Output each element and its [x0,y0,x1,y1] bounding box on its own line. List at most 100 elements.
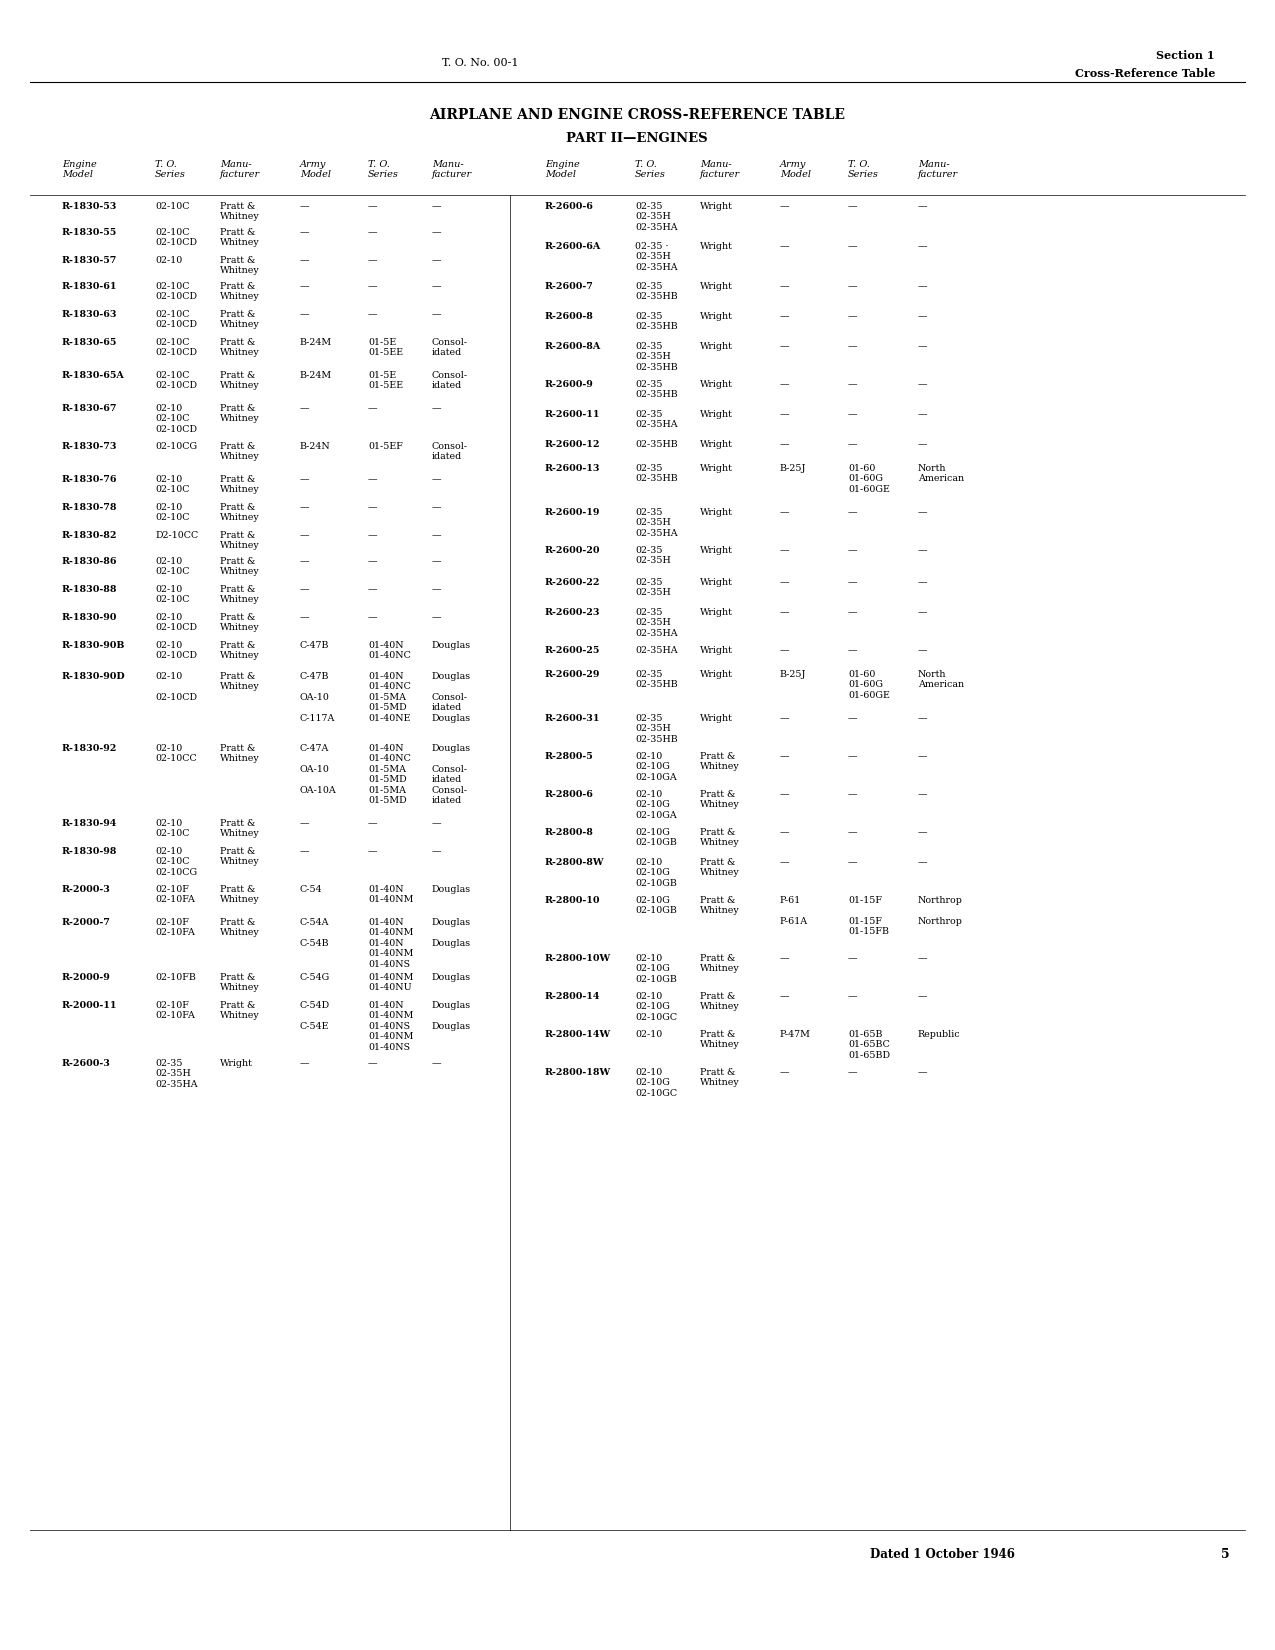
Text: —: — [848,312,858,322]
Text: 02-10

02-10CD: 02-10 02-10CD [156,672,198,701]
Text: R-2600-19: R-2600-19 [544,508,601,516]
Text: —: — [300,846,310,856]
Text: —: — [368,282,377,290]
Text: Pratt &
Whitney: Pratt & Whitney [221,818,260,838]
Text: 02-10
02-10G
02-10GC: 02-10 02-10G 02-10GC [635,992,677,1021]
Text: —: — [848,380,858,389]
Text: 01-40N
01-40NM
01-40N
01-40NM
01-40NS: 01-40N 01-40NM 01-40N 01-40NM 01-40NS [368,917,413,969]
Text: —: — [432,503,441,512]
Text: 01-65B
01-65BC
01-65BD: 01-65B 01-65BC 01-65BD [848,1030,890,1059]
Text: R-2800-8W: R-2800-8W [544,858,604,866]
Text: AIRPLANE AND ENGINE CROSS-REFERENCE TABLE: AIRPLANE AND ENGINE CROSS-REFERENCE TABL… [428,107,845,122]
Text: Pratt &
Whitney: Pratt & Whitney [221,640,260,660]
Text: C-54D

C-54E: C-54D C-54E [300,1002,330,1031]
Text: 01-5E
01-5EE: 01-5E 01-5EE [368,338,403,358]
Text: —: — [432,558,441,566]
Text: Pratt &
Whitney: Pratt & Whitney [221,744,260,764]
Text: —: — [848,201,858,211]
Text: —: — [300,256,310,266]
Text: —: — [848,409,858,419]
Text: 01-40N
01-40NC: 01-40N 01-40NC [368,640,411,660]
Text: —: — [300,282,310,290]
Text: R-2000-11: R-2000-11 [62,1002,117,1010]
Text: Pratt &
Whitney: Pratt & Whitney [221,846,260,866]
Text: R-2600-11: R-2600-11 [544,409,601,419]
Text: Pratt &
Whitney: Pratt & Whitney [221,256,260,276]
Text: R-1830-94: R-1830-94 [62,818,117,828]
Text: R-2800-8: R-2800-8 [544,828,594,837]
Text: B-25J: B-25J [780,670,807,680]
Text: Pratt &
Whitney: Pratt & Whitney [700,858,739,878]
Text: —: — [368,1059,377,1068]
Text: Pratt &
Whitney: Pratt & Whitney [221,614,260,632]
Text: Army
Model: Army Model [300,160,332,180]
Text: —: — [918,201,927,211]
Text: R-1830-90: R-1830-90 [62,614,117,622]
Text: 02-10CG: 02-10CG [156,442,198,450]
Text: Wright: Wright [700,670,733,680]
Text: 02-35
02-35HB: 02-35 02-35HB [635,670,678,690]
Text: —: — [300,558,310,566]
Text: —: — [848,243,858,251]
Text: Pratt &
Whitney: Pratt & Whitney [700,752,739,772]
Text: 02-10
02-10CD: 02-10 02-10CD [156,640,198,660]
Text: 5: 5 [1221,1548,1230,1561]
Text: 02-35 ·
02-35H
02-35HA: 02-35 · 02-35H 02-35HA [635,243,677,272]
Text: 02-35HB: 02-35HB [635,441,678,449]
Text: —: — [780,1068,789,1077]
Text: 01-40N
01-40NC
01-5MA
01-5MD
01-40NE: 01-40N 01-40NC 01-5MA 01-5MD 01-40NE [368,672,411,723]
Text: 02-10
02-10CD: 02-10 02-10CD [156,614,198,632]
Text: R-2800-14: R-2800-14 [544,992,601,1002]
Text: R-1830-67: R-1830-67 [62,404,117,412]
Text: —: — [848,954,858,964]
Text: —: — [918,342,927,351]
Text: 02-10C
02-10CD: 02-10C 02-10CD [156,282,198,302]
Text: 02-10C
02-10CD: 02-10C 02-10CD [156,371,198,391]
Text: —: — [918,647,927,655]
Text: —: — [368,818,377,828]
Text: Consol-
idated: Consol- idated [432,338,468,358]
Text: 02-10
02-10C
02-10CD: 02-10 02-10C 02-10CD [156,404,198,434]
Text: 02-10
02-10G
02-10GB: 02-10 02-10G 02-10GB [635,858,677,888]
Text: R-1830-63: R-1830-63 [62,310,117,318]
Text: Douglas

Consol-
idated
Consol-
idated: Douglas Consol- idated Consol- idated [432,744,472,805]
Text: P-61

P-61A: P-61 P-61A [780,896,808,926]
Text: —: — [432,846,441,856]
Text: Wright: Wright [700,464,733,474]
Text: —: — [300,228,310,238]
Text: Wright: Wright [700,508,733,516]
Text: 02-10
02-10G
02-10GA: 02-10 02-10G 02-10GA [635,752,677,782]
Text: —: — [848,714,858,723]
Text: 02-10
02-10C: 02-10 02-10C [156,558,190,576]
Text: 01-40NM
01-40NU: 01-40NM 01-40NU [368,974,413,992]
Text: C-47A

OA-10

OA-10A: C-47A OA-10 OA-10A [300,744,337,795]
Text: R-1830-53: R-1830-53 [62,201,117,211]
Text: —: — [432,475,441,483]
Text: T. O. No. 00-1: T. O. No. 00-1 [441,58,518,68]
Text: Pratt &
Whitney: Pratt & Whitney [221,404,260,424]
Text: Pratt &
Whitney: Pratt & Whitney [221,371,260,391]
Text: T. O.
Series: T. O. Series [848,160,878,180]
Text: Pratt &
Whitney: Pratt & Whitney [700,896,739,916]
Text: Douglas

Consol-
idated
Douglas: Douglas Consol- idated Douglas [432,672,472,723]
Text: 02-35
02-35H
02-35HA: 02-35 02-35H 02-35HA [156,1059,198,1089]
Text: —: — [368,531,377,540]
Text: R-1830-78: R-1830-78 [62,503,117,512]
Text: —: — [300,614,310,622]
Text: D2-10CC: D2-10CC [156,531,198,540]
Text: 02-10
02-10CC: 02-10 02-10CC [156,744,196,764]
Text: Pratt &
Whitney: Pratt & Whitney [700,790,739,810]
Text: 02-10F
02-10FA: 02-10F 02-10FA [156,884,195,904]
Text: R-2600-25: R-2600-25 [544,647,601,655]
Text: —: — [780,243,789,251]
Text: 02-35
02-35H
02-35HB: 02-35 02-35H 02-35HB [635,714,678,744]
Text: 02-10C
02-10CD: 02-10C 02-10CD [156,310,198,330]
Text: —: — [848,441,858,449]
Text: C-47B: C-47B [300,640,329,650]
Text: Pratt &
Whitney: Pratt & Whitney [221,1002,260,1020]
Text: R-1830-73: R-1830-73 [62,442,117,450]
Text: —: — [368,256,377,266]
Text: 01-5E
01-5EE: 01-5E 01-5EE [368,371,403,391]
Text: —: — [300,1059,310,1068]
Text: —: — [780,858,789,866]
